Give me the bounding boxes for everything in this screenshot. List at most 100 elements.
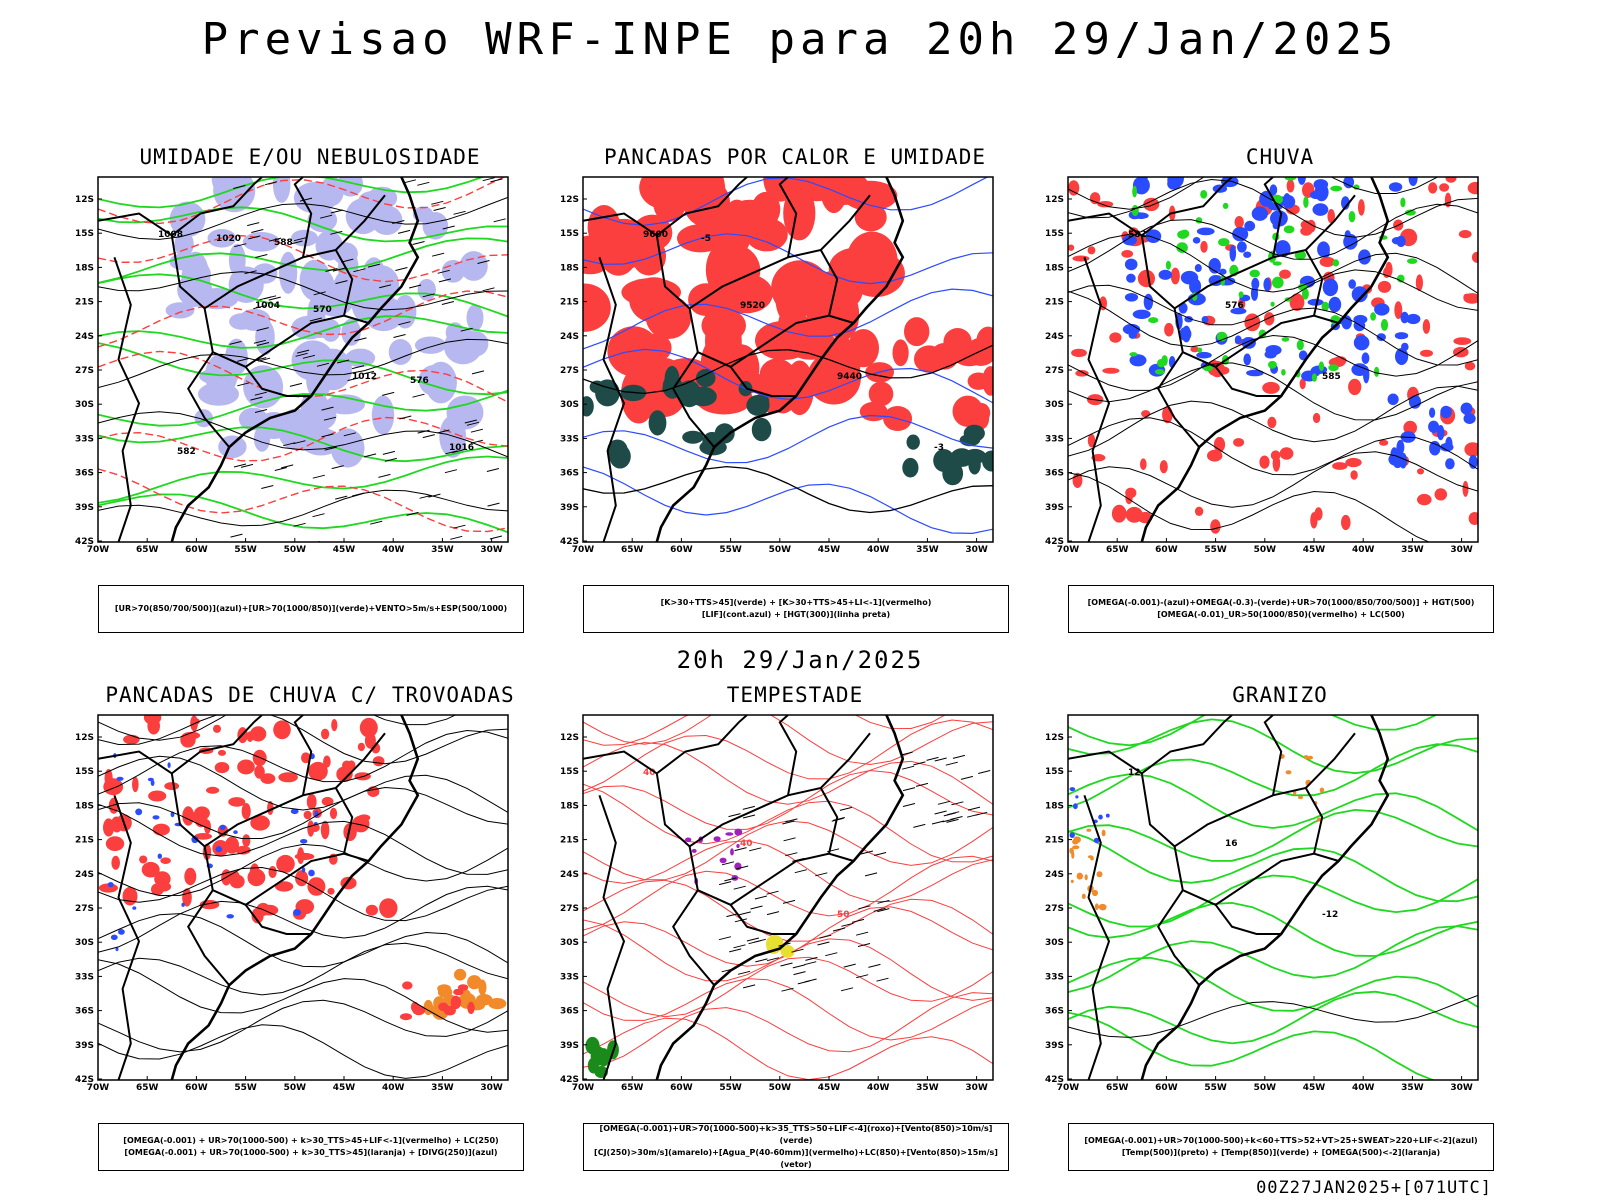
blue-area — [1192, 237, 1201, 244]
streamline — [98, 999, 508, 1053]
wind-vector — [257, 357, 271, 362]
wind-vector — [442, 225, 455, 230]
blue-area — [233, 830, 238, 835]
red-area — [357, 814, 371, 822]
lat-label: 15S — [1045, 767, 1064, 777]
blue-area — [1208, 258, 1221, 274]
wind-vector — [728, 813, 741, 818]
panel-title: CHUVA — [1245, 145, 1315, 169]
legend-line: [Temp(500)](preto) + [Temp(850)](verde) … — [1121, 1148, 1441, 1157]
blue-area — [1244, 220, 1256, 232]
blue-area — [1391, 237, 1403, 245]
lon-label: 30W — [480, 545, 503, 555]
red-area — [755, 320, 813, 361]
humidity-blob — [277, 408, 315, 451]
lon-label: 65W — [1106, 545, 1129, 555]
red-area — [1300, 226, 1313, 236]
blue-area — [1132, 309, 1151, 319]
red-area — [306, 793, 317, 810]
state-border — [1214, 904, 1282, 935]
lat-label: 27S — [1045, 366, 1064, 376]
red-area — [1415, 274, 1423, 291]
blue-area — [1297, 177, 1306, 185]
lon-label: 50W — [284, 545, 307, 555]
red-area — [242, 834, 251, 847]
map-granizo: 12 16 -12 12S 15S 18S 21S 24S 27S 30S 33S 36S 39S 42S… — [1045, 714, 1479, 1093]
lat-label: 39S — [560, 1041, 579, 1051]
blue-area — [1440, 442, 1454, 452]
green-area — [1272, 276, 1284, 289]
wind-vector — [263, 295, 277, 300]
wind-vector — [261, 485, 274, 489]
blue-area — [135, 808, 143, 816]
blue-area — [1234, 335, 1242, 344]
blue-area — [110, 934, 118, 940]
lon-label: 70W — [87, 545, 110, 555]
lat-label: 12S — [1045, 195, 1064, 205]
red-area — [371, 743, 381, 754]
teal-area — [677, 380, 702, 408]
wind-vector — [766, 890, 779, 895]
contour-label: -5 — [701, 234, 711, 244]
blue-area — [301, 867, 306, 873]
blue-area — [1201, 316, 1209, 324]
blue-area — [1460, 402, 1473, 415]
red-contour — [583, 1017, 993, 1080]
wind-vector — [412, 241, 425, 245]
green-area — [1129, 352, 1138, 357]
wind-vector — [417, 429, 430, 434]
green-area — [1249, 269, 1260, 278]
red-contour — [583, 715, 993, 766]
wind-vector — [237, 357, 250, 362]
state-border — [334, 249, 354, 316]
red-area — [343, 823, 357, 841]
lat-label: 42S — [560, 1075, 579, 1085]
wind-vector — [718, 936, 732, 941]
purple-area — [734, 828, 743, 836]
wind-vector — [913, 823, 926, 828]
state-border — [672, 889, 715, 986]
humidity-blob — [394, 294, 417, 329]
green-contour — [98, 426, 508, 463]
lon-label: 60W — [1155, 1083, 1178, 1093]
teal-area — [906, 434, 920, 450]
wind-vector — [453, 210, 466, 215]
red-area — [1310, 512, 1318, 529]
red-area — [122, 886, 138, 906]
wind-vector — [283, 442, 296, 447]
lat-label: 27S — [560, 904, 579, 914]
blue-area — [1243, 353, 1251, 366]
wind-vector — [831, 817, 844, 822]
temp850-contour — [1068, 925, 1478, 993]
red-area — [450, 995, 462, 1010]
legend-box: [UR>70(850/700/500)](azul)+[UR>70(1000/8… — [98, 585, 524, 633]
wind-vector — [323, 416, 337, 421]
wind-vector — [793, 971, 806, 976]
green-area — [1400, 197, 1406, 208]
red-area — [1244, 313, 1261, 332]
orange-area — [1297, 795, 1304, 800]
green-area — [1132, 185, 1137, 198]
state-border — [1173, 846, 1339, 906]
lat-label: 39S — [75, 503, 94, 513]
red-area — [1420, 349, 1433, 357]
thickness-contour — [98, 416, 508, 462]
wind-vector — [363, 453, 377, 458]
legend-box: [K>30+TTS>45](verde) + [K>30+TTS>45+LI<-… — [583, 585, 1009, 633]
humidity-blob — [466, 304, 484, 332]
map-frame — [582, 176, 994, 543]
red-area — [1210, 519, 1221, 534]
humidity-blob — [388, 339, 413, 365]
red-area — [1170, 267, 1180, 285]
green-area — [1272, 261, 1282, 266]
wind-vector — [450, 535, 463, 540]
wind-vector — [718, 881, 732, 886]
legend-line: [OMEGA(-0.001)+UR>70(1000-500)+k<60+TTS>… — [1084, 1136, 1478, 1145]
lat-label: 18S — [560, 801, 579, 811]
state-border — [729, 366, 797, 397]
red-area — [1327, 209, 1335, 224]
wind-vector — [444, 469, 458, 474]
lif-contour — [583, 288, 993, 350]
blue-area — [1272, 221, 1280, 230]
wind-vector — [336, 359, 350, 364]
